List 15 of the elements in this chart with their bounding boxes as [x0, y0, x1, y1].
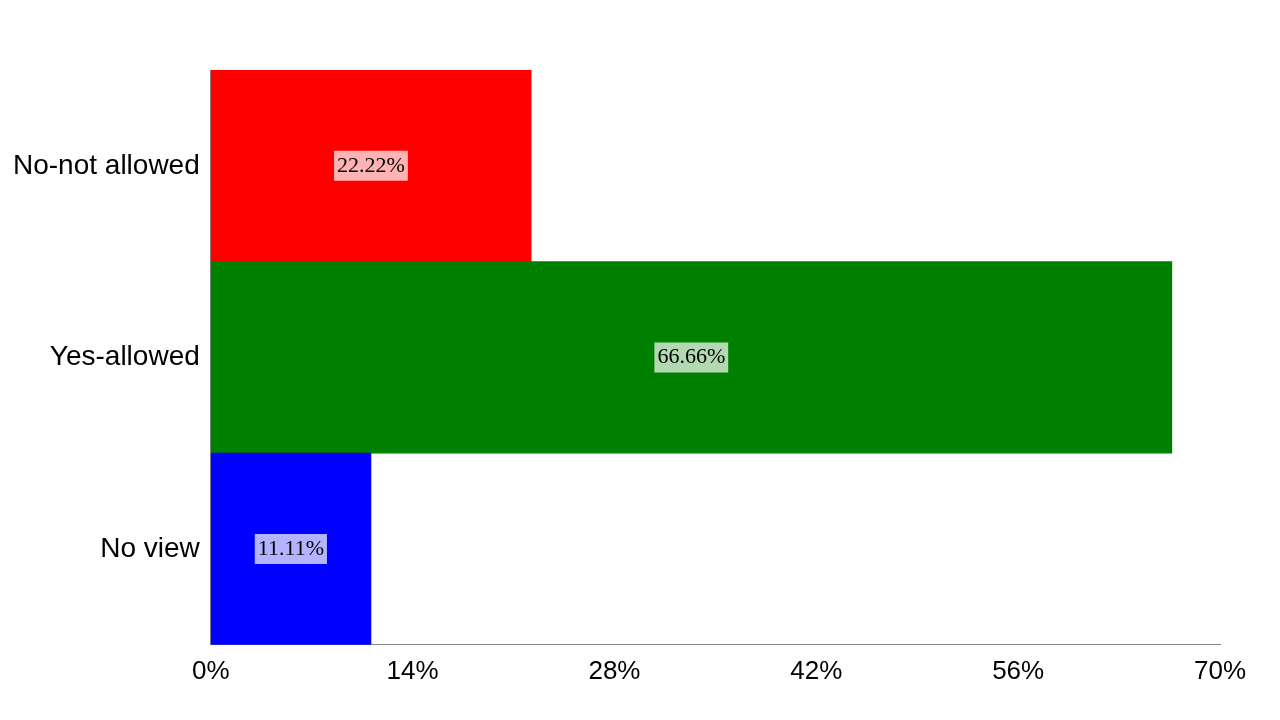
y-tick-label: No-not allowed: [12, 148, 200, 180]
bar: [210, 70, 532, 262]
x-tick-label: 14%: [386, 654, 439, 685]
x-tick-label: 28%: [588, 654, 641, 685]
data-label: 11.11%: [257, 534, 324, 560]
y-tick-label: Yes-allowed: [49, 340, 200, 372]
x-tick-label: 56%: [992, 654, 1045, 685]
y-tick-label: No view: [100, 531, 201, 563]
data-label: 22.22%: [337, 151, 405, 177]
x-tick-label: 42%: [790, 654, 843, 685]
bar: [210, 261, 1173, 454]
x-tick-label: 70%: [1193, 654, 1247, 685]
bar: [210, 452, 372, 645]
x-tick-label: 0%: [191, 654, 230, 685]
data-label: 66.66%: [657, 343, 726, 369]
